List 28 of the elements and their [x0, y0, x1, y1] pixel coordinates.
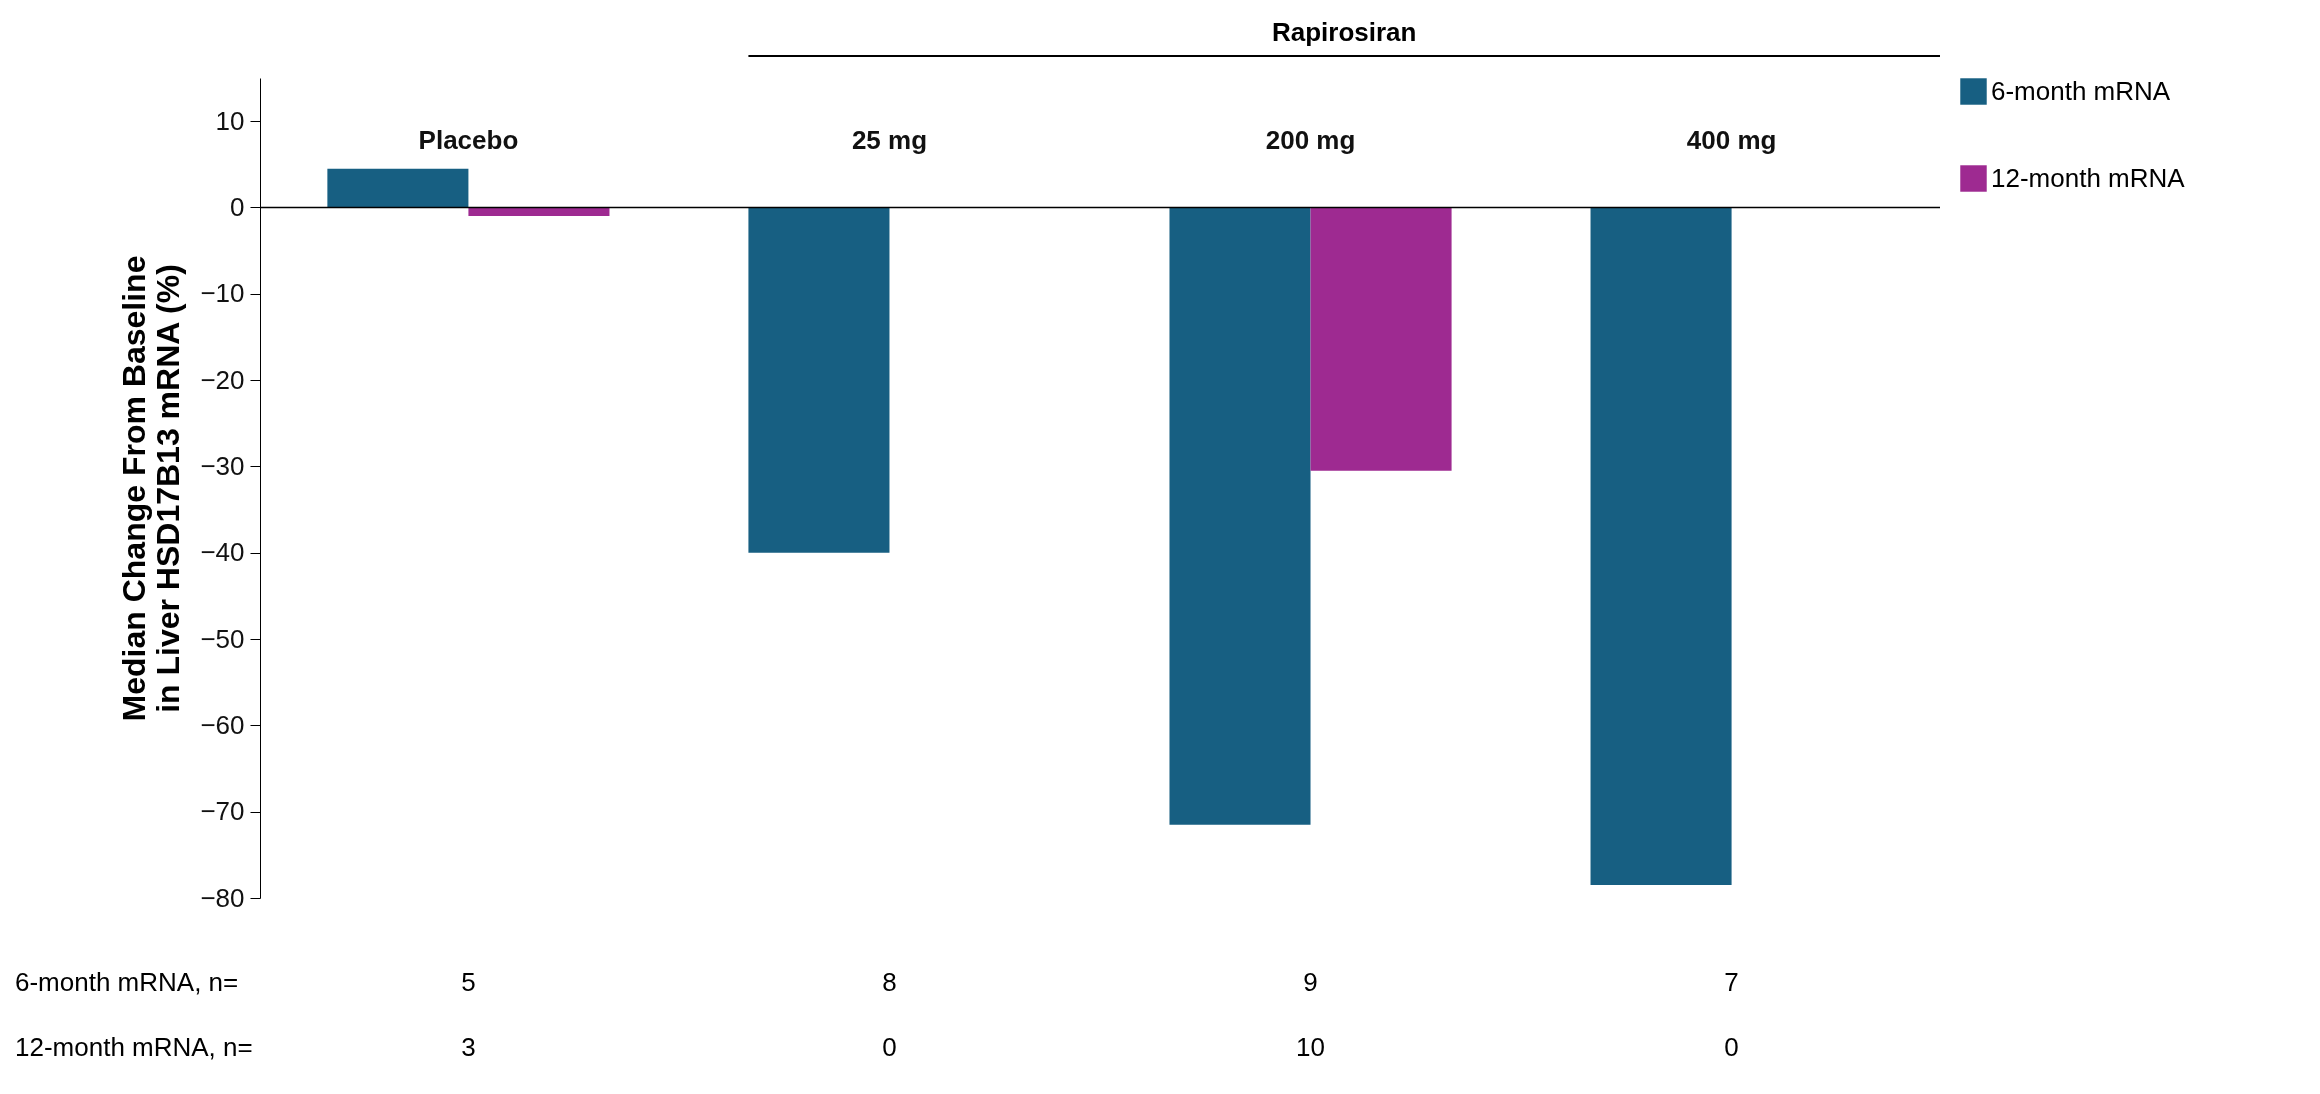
text: 0 — [1724, 1032, 1739, 1062]
text: 7 — [1724, 967, 1739, 997]
text: 3 — [461, 1032, 476, 1062]
text: 9 — [1303, 967, 1318, 997]
y-tick-label: −60 — [200, 709, 245, 740]
y-tick-label: −50 — [200, 623, 245, 654]
y-tick-label: −80 — [200, 882, 245, 913]
text: 10 — [1296, 1032, 1325, 1062]
y-tick-label: 10 — [215, 105, 245, 136]
text: Rapirosiran — [1271, 17, 1417, 47]
text: 0 — [882, 1032, 897, 1062]
legend-label: 12-month mRNA — [1991, 162, 2186, 193]
x-tick-label: 400 mg — [1686, 124, 1777, 155]
y-tick-label: 0 — [230, 191, 245, 222]
text: 12-month mRNA, n= — [15, 1032, 253, 1062]
y-tick-label: −70 — [200, 796, 245, 827]
text: 8 — [882, 967, 897, 997]
text: 5 — [461, 967, 476, 997]
legend-label: 6-month mRNA — [1991, 75, 2171, 106]
y-tick-label: −40 — [200, 537, 245, 568]
y-tick-label: −10 — [200, 278, 245, 309]
y-axis-title: Median Change From Baseline in Liver HSD17B13 mRNA (%) — [116, 255, 187, 722]
x-tick-label: Placebo — [418, 124, 519, 155]
x-tick-label: 25 mg — [851, 124, 928, 155]
y-tick-label: −30 — [200, 450, 245, 481]
text: 6-month mRNA, n= — [15, 967, 239, 997]
y-tick-label: −20 — [200, 364, 245, 395]
x-tick-label: 200 mg — [1265, 124, 1356, 155]
